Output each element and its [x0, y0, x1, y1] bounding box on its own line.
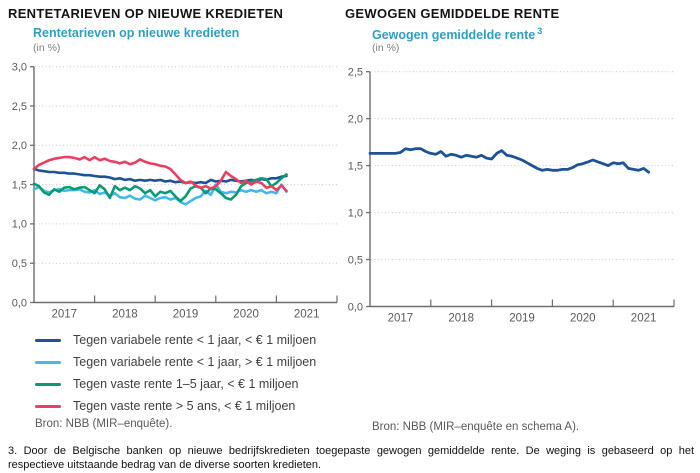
legend-item: Tegen variabele rente < 1 jaar, > € 1 mi…: [35, 351, 335, 373]
y-tick-label: 0,5: [12, 258, 27, 270]
right-unit-label: (in %): [372, 42, 400, 54]
y-tick-label: 2,5: [12, 101, 27, 113]
x-tick-label: 2018: [448, 313, 474, 325]
y-tick-label: 2,0: [348, 113, 363, 125]
series-line: [368, 147, 651, 174]
legend-line-swatch: [35, 382, 61, 386]
y-tick-label: 1,0: [348, 207, 363, 219]
legend-label: Tegen vaste rente 1–5 jaar, < € 1 miljoe…: [73, 377, 299, 391]
left-chart-subtitle: Rentetarieven op nieuwe kredieten: [33, 26, 240, 40]
x-tick-label: 2020: [233, 309, 259, 321]
legend-line-swatch: [35, 360, 61, 364]
legend-item: Tegen vaste rente 1–5 jaar, < € 1 miljoe…: [35, 373, 335, 395]
series-line: [32, 173, 288, 203]
legend-label: Tegen variabele rente < 1 jaar, < € 1 mi…: [73, 333, 317, 347]
x-tick-label: 2019: [509, 313, 535, 325]
right-chart: 2,5 2,0 1,5 1,0 0,5 0,0 2017 2018 2019 2020 2021: [348, 67, 675, 325]
y-tick-label: 1,0: [12, 219, 27, 231]
y-tick-label: 2,5: [348, 67, 363, 79]
legend-item: Tegen variabele rente < 1 jaar, < € 1 mi…: [35, 329, 335, 351]
x-tick-label: 2021: [294, 309, 320, 321]
footnote: 3. Door de Belgische banken op nieuwe be…: [8, 445, 694, 472]
footnote-reference: 3: [537, 26, 543, 36]
left-source-note: Bron: NBB (MIR–enquête).: [35, 418, 173, 430]
x-tick-label: 2018: [112, 309, 138, 321]
left-chart-legend: Tegen variabele rente < 1 jaar, < € 1 mi…: [35, 329, 335, 417]
right-chart-subtitle-text: Gewogen gemiddelde rente: [372, 28, 536, 43]
legend-line-swatch: [35, 338, 61, 342]
left-panel-title: RENTETARIEVEN OP NIEUWE KREDIETEN: [8, 6, 284, 21]
x-tick-label: 2019: [173, 309, 199, 321]
y-tick-label: 1,5: [348, 160, 363, 172]
y-tick-label: 3,0: [12, 62, 27, 74]
y-tick-label: 1,5: [12, 179, 27, 191]
y-tick-label: 0,0: [12, 297, 27, 309]
right-panel-title: GEWOGEN GEMIDDELDE RENTE: [345, 6, 560, 21]
y-tick-label: 2,0: [12, 140, 27, 152]
legend-label: Tegen vaste rente > 5 ans, < € 1 miljoen: [73, 399, 296, 413]
x-tick-label: 2021: [631, 313, 657, 325]
right-chart-subtitle: Gewogen gemiddelde rente 3: [372, 26, 542, 42]
y-tick-label: 0,5: [348, 254, 363, 266]
x-tick-label: 2017: [52, 309, 78, 321]
series-line: [32, 167, 288, 185]
x-tick-label: 2017: [388, 313, 414, 325]
left-unit-label: (in %): [33, 42, 61, 54]
legend-line-swatch: [35, 404, 61, 408]
left-chart: 3,0 2,5 2,0 1,5 1,0 0,5 0,0 2017 2018 2019 2020 202…: [12, 62, 338, 321]
x-tick-label: 2020: [570, 313, 596, 325]
series-line: [32, 155, 288, 193]
legend-item: Tegen vaste rente > 5 ans, < € 1 miljoen: [35, 395, 335, 417]
y-tick-label: 0,0: [348, 301, 363, 313]
legend-label: Tegen variabele rente < 1 jaar, > € 1 mi…: [73, 355, 317, 369]
right-source-note: Bron: NBB (MIR–enquête en schema A).: [372, 421, 580, 433]
